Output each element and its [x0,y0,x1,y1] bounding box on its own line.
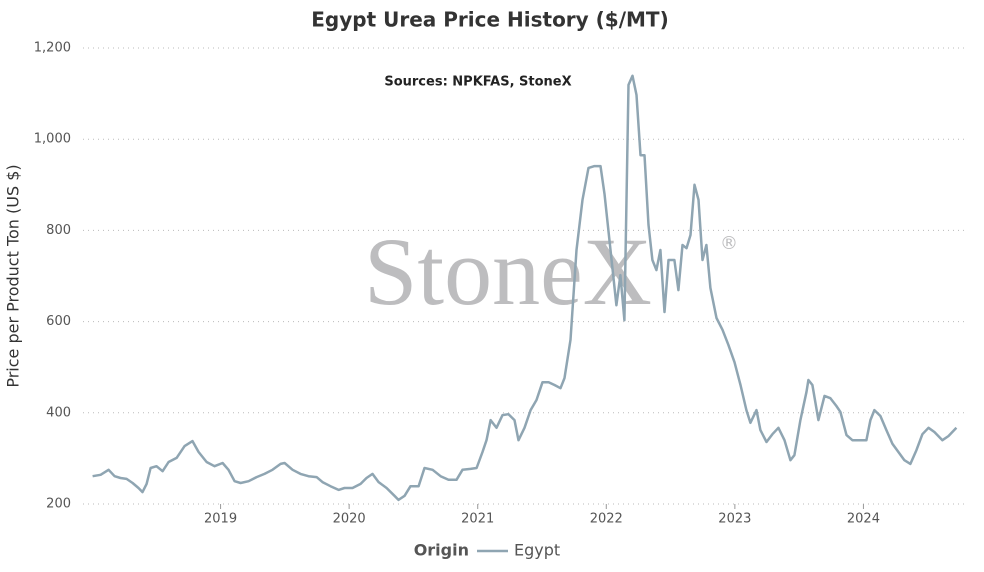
y-tick-label: 1,000 [34,132,71,147]
legend-title: Origin [414,541,469,560]
y-tick-label: 400 [46,405,71,420]
legend: Origin Egypt [414,541,560,560]
x-tick-label: 2023 [718,512,751,527]
x-tick-label: 2019 [204,512,237,527]
legend-label: Egypt [514,541,560,560]
x-tick-label: 2020 [333,512,366,527]
y-tick-label: 800 [46,223,71,238]
chart-subtitle: Sources: NPKFAS, StoneX [384,75,571,90]
watermark-mark: ® [720,233,738,254]
y-tick-label: 200 [46,497,71,512]
y-axis-label: Price per Product Ton (US $) [4,164,23,387]
x-tick-label: 2022 [590,512,623,527]
y-tick-label: 1,200 [34,41,71,56]
x-tick-label: 2021 [461,512,494,527]
x-tick-label: 2024 [847,512,880,527]
y-tick-label: 600 [46,314,71,329]
watermark: StoneX [364,218,652,325]
series-line [92,74,958,502]
chart-title: Egypt Urea Price History ($/MT) [311,8,668,32]
